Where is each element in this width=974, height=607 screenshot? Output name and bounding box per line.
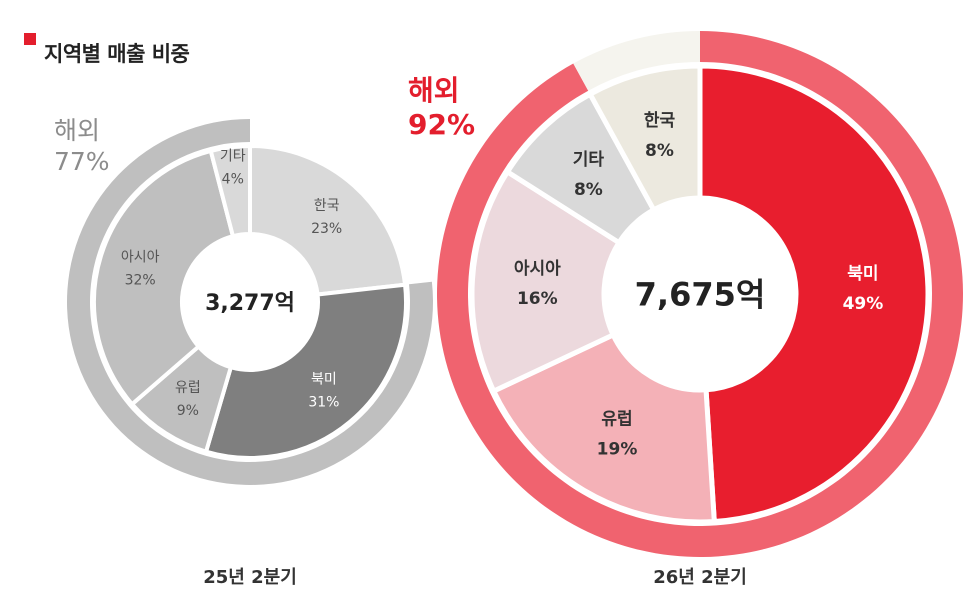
segment-name-0-3: 아시아 [121,249,160,265]
segment-0-3 [92,148,236,407]
segment-name-1-4: 한국 [644,111,676,131]
donut-chart-1: 북미 49% 유럽 19% 아시아 16% 기타 8% 한국 8% 7,675억 [436,31,963,557]
segment-0-0 [248,143,408,297]
title-marker-icon [24,33,36,45]
overseas-value-25: 77% [54,146,110,176]
domestic-ring-1 [573,31,700,91]
segment-value-1-3: 8% [574,180,603,200]
center-hole-0 [184,236,316,368]
segment-name-0-4: 기타 [220,149,246,165]
overseas-value-26: 92% [408,108,476,142]
segment-value-0-1: 31% [308,395,339,411]
total-value-0: 3,277억 [205,291,295,316]
segment-value-1-2: 16% [517,289,558,309]
overseas-name-25: 해외 [54,116,101,145]
title-text: 지역별 매출 비중 [44,42,190,66]
overseas-label-25: 해외 77% [54,116,110,177]
donut-chart-0: 한국 23% 북미 31% 유럽 9% 아시아 32% 기타 4% 3,277억 [67,119,433,485]
segment-name-1-0: 북미 [847,264,878,284]
segment-0-4 [208,143,252,239]
segment-1-2 [469,168,623,395]
segment-name-0-1: 북미 [311,372,337,388]
center-hole-1 [606,200,794,388]
segment-name-0-0: 한국 [314,198,340,214]
segment-value-0-3: 32% [125,272,156,288]
segment-1-0 [697,63,931,525]
chart-title: 지역별 매출 비중 [24,32,190,68]
overseas-name-26: 해외 [408,74,460,107]
period-label-25: 25년 2분기 [203,567,297,588]
total-value-1: 7,675억 [635,276,766,314]
segment-1-4 [586,63,703,214]
segment-name-0-2: 유럽 [175,380,201,396]
period-label-26: 26년 2분기 [653,567,747,588]
segment-value-1-4: 8% [645,141,674,161]
segment-value-1-0: 49% [843,294,884,314]
segment-value-0-0: 23% [311,221,342,237]
segment-1-1 [490,331,717,525]
segment-0-1 [203,282,408,460]
segment-value-0-2: 9% [177,403,199,419]
segment-value-0-4: 4% [222,172,244,188]
segment-name-1-3: 기타 [573,150,605,170]
segment-name-1-2: 아시아 [514,259,561,279]
segment-name-1-1: 유럽 [601,409,632,429]
overseas-label-26: 해외 92% [408,74,475,142]
segment-value-1-1: 19% [597,439,638,459]
